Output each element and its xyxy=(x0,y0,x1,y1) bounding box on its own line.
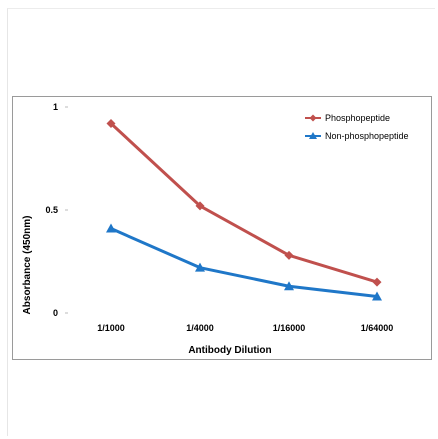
axis-layer: 0 0.5 1 1/1000 1/4000 1/16000 1/64000 xyxy=(45,102,393,333)
data-point xyxy=(284,281,294,291)
x-axis-title: Antibody Dilution xyxy=(188,345,271,356)
y-tick-label: 1 xyxy=(53,102,58,112)
data-point xyxy=(195,262,205,272)
legend-entry: Phosphopeptide xyxy=(305,113,390,123)
page-frame xyxy=(7,8,435,436)
chart-container: 0 0.5 1 1/1000 1/4000 1/16000 1/64000 Phosphop… xyxy=(12,96,432,360)
series-line xyxy=(109,122,378,284)
y-tick-label: 0 xyxy=(53,308,58,318)
data-point xyxy=(372,277,382,287)
legend-marker xyxy=(309,114,317,122)
series-phosphopeptide xyxy=(106,118,382,287)
legend-marker xyxy=(309,132,317,139)
legend-entry: Non-phosphopeptide xyxy=(305,131,409,141)
x-tick-label: 1/1000 xyxy=(97,323,125,333)
legend: Phosphopeptide Non-phosphopeptide xyxy=(305,113,409,141)
data-point xyxy=(106,223,116,233)
data-point xyxy=(284,250,294,260)
series-line xyxy=(110,227,378,299)
x-tick-label: 1/64000 xyxy=(361,323,394,333)
x-tick-label: 1/4000 xyxy=(186,323,214,333)
x-tick-label: 1/16000 xyxy=(273,323,306,333)
line-chart: 0 0.5 1 1/1000 1/4000 1/16000 1/64000 Phosphop… xyxy=(22,102,409,356)
series-layer xyxy=(106,118,382,301)
legend-label: Phosphopeptide xyxy=(325,113,390,123)
series-non-phosphopeptide xyxy=(106,223,382,301)
y-tick-label: 0.5 xyxy=(45,205,58,215)
y-axis-title: Absorbance (450nm) xyxy=(22,216,33,315)
data-point xyxy=(195,201,205,211)
legend-label: Non-phosphopeptide xyxy=(325,131,409,141)
data-point xyxy=(372,291,382,301)
data-point xyxy=(106,118,116,128)
